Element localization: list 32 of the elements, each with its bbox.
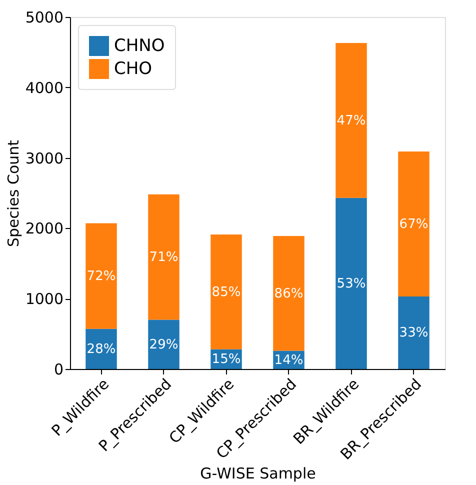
y-axis-title: Species Count [4, 140, 22, 248]
annotation: 15% [212, 352, 241, 368]
y-tick-label: 3000 [25, 149, 64, 168]
annotation: 33% [399, 326, 428, 341]
annotation: 53% [336, 276, 366, 292]
annotation: 14% [274, 352, 304, 368]
bar [336, 43, 367, 198]
y-tick-label: 4000 [25, 78, 64, 97]
y-tick-label: 2000 [25, 220, 64, 238]
x-axis-title: G-WISE Sample [200, 464, 316, 483]
bar [398, 296, 430, 369]
y-tick-label: 0 [54, 360, 64, 378]
y-tick-label: 5000 [25, 8, 64, 26]
legend-label: CHO [114, 59, 152, 79]
annotation: 85% [212, 284, 241, 300]
bar [86, 328, 117, 369]
bar [86, 223, 117, 329]
y-tick-label: 1000 [25, 290, 64, 308]
bar [210, 234, 242, 350]
bar [273, 236, 304, 351]
annotation: 29% [149, 337, 178, 352]
bar [148, 194, 180, 320]
annotation: 67% [399, 216, 428, 232]
bar [336, 198, 367, 369]
annotation: 71% [149, 250, 178, 266]
annotation: 28% [86, 342, 116, 357]
annotation: 72% [86, 269, 116, 284]
annotation: 47% [336, 113, 366, 128]
bar [148, 320, 180, 369]
bar [398, 151, 430, 296]
legend-label: CHNO [114, 36, 165, 56]
annotation: 86% [274, 286, 304, 302]
